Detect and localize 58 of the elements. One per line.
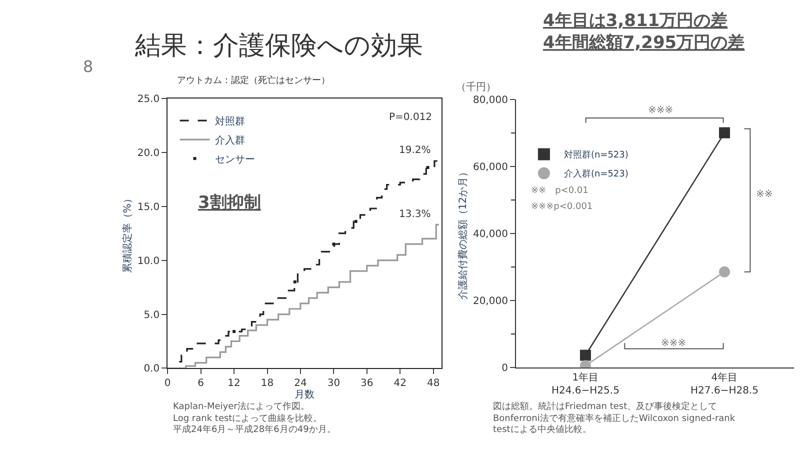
y-tick-label: 5.0 [144,310,160,321]
x-tick-label: 24 [294,378,307,390]
y-tick-label: 20,000 [472,296,508,307]
chart-title: 4年目は3,811万円の差 4年間総額7,295万円の差 [543,11,745,54]
text: 結果：介護保険への効果 [134,31,423,61]
y-tick-label: 80,000 [472,94,508,106]
legend-label: センサー [214,154,255,166]
x-tick-label: 30 [327,378,340,390]
text: Log rank testによって曲線を比較。 [173,413,322,424]
point [354,220,358,223]
text: testによる中央値比較。 [493,424,592,435]
annotation: ※※※p<0.001 [531,202,593,212]
x-axis-title: 月数 [294,390,315,401]
annotation: 13.3% [399,209,431,220]
text: Kaplan-Meiyer法によって作図。 [173,401,310,412]
y-tick-label: 0 [502,362,508,374]
annotation: ※※ [756,189,773,200]
point [332,242,336,246]
text: 8 [83,57,94,76]
annotation: ※※※ [661,338,686,349]
point [232,330,236,334]
x-tick-label: 18 [260,378,274,390]
legend-label: 介入群(n=523) [564,168,628,180]
legend-label: 対照群(n=523) [564,150,628,161]
text: 平成24年6月～平成28年6月の49か月。 [173,424,336,435]
annotation: ※※※ [648,105,674,116]
text: Bonferroni法で有意確率を補正したWilcoxon signed-rank [493,413,736,424]
legend-label: 対照群 [214,115,245,128]
point [719,127,730,138]
y-tick-label: 15.0 [137,202,160,213]
x-tick-label: 42 [394,378,406,390]
y-tick-label: 25.0 [137,94,160,105]
y-tick-label: 20.0 [137,148,160,159]
text: （千円） [456,81,496,93]
x-tick-label: 36 [360,378,374,390]
legend-label: 介入群 [214,134,245,146]
x-tick-label: 4年目 H27.6−H28.5 [690,371,758,396]
y-axis-title: 介護給付費の総額（12か月） [456,166,469,300]
x-tick-label: 12 [228,378,240,390]
point [580,350,591,361]
x-tick-label: 0 [164,378,171,390]
annotation: 3割抑制 [198,193,261,213]
y-tick-label: 0.0 [144,364,160,375]
point [426,166,430,169]
x-tick-label: 6 [198,378,204,390]
chart-title: アウトカム：認定（死亡はセンサー） [177,75,330,86]
y-tick-label: 40,000 [472,228,508,240]
text: 図は総額。統計はFriedman test、及び事後検定として [493,401,718,412]
point [719,266,730,278]
annotation: P=0.012 [389,112,432,123]
annotation: ※※ p<0.01 [531,186,588,196]
x-tick-label: 48 [426,378,440,390]
y-tick-label: 60,000 [472,162,508,173]
y-tick-label: 10.0 [137,256,160,267]
y-axis-title: 累積認定率（%） [121,194,134,274]
point [293,280,296,284]
annotation: 19.2% [399,145,431,156]
x-tick-label: 1年目 H24.6−H25.5 [551,371,620,396]
